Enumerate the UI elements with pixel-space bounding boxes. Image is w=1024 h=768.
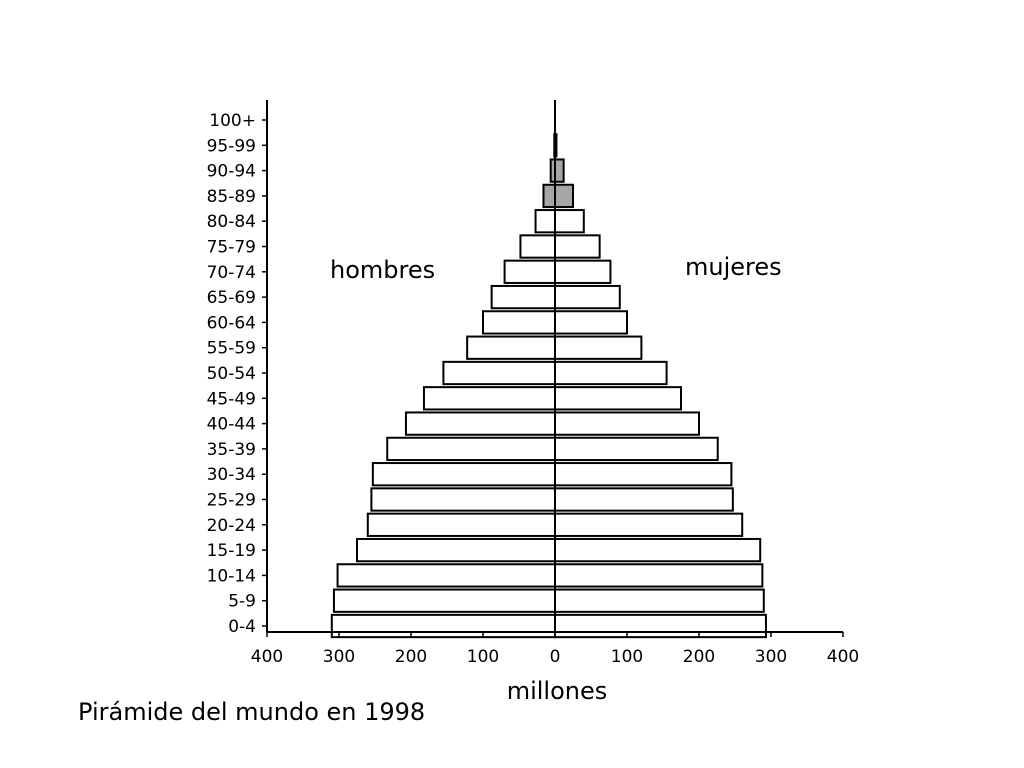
y-tick-label: 55-59 bbox=[207, 339, 256, 359]
bar-mujeres-30-34 bbox=[554, 462, 733, 487]
x-tick-label: 200 bbox=[395, 647, 427, 667]
bar-hombres-70-74 bbox=[503, 259, 557, 284]
y-tick-label: 60-64 bbox=[207, 313, 256, 333]
y-tick-label: 90-94 bbox=[207, 162, 256, 182]
bar-hombres-50-54 bbox=[442, 360, 556, 386]
y-tick-labels: 0-4 5-9 10-14 15-19 20-24 25-29 30-34 35-39 40-4… bbox=[207, 111, 256, 637]
y-tick-label: 95-99 bbox=[207, 136, 256, 156]
x-tick-label: 300 bbox=[755, 647, 787, 667]
y-tick-label: 10-14 bbox=[207, 566, 256, 586]
y-tick-label: 40-44 bbox=[207, 415, 256, 435]
bar-mujeres-10-14 bbox=[554, 563, 764, 588]
bar-hombres-15-19 bbox=[356, 537, 556, 563]
x-tick-label: 0 bbox=[550, 647, 561, 667]
bar-hombres-30-34 bbox=[371, 462, 556, 487]
y-tick-label: 25-29 bbox=[207, 491, 256, 511]
y-tick-label: 35-39 bbox=[207, 440, 256, 460]
y-tick-label: 100+ bbox=[209, 111, 256, 131]
bar-hombres-10-14 bbox=[336, 563, 556, 588]
bar-mujeres-70-74 bbox=[554, 259, 612, 284]
series-label-mujeres: mujeres bbox=[685, 253, 782, 281]
bar-hombres-25-29 bbox=[370, 487, 556, 512]
x-tick-label: 300 bbox=[323, 647, 355, 667]
y-tick-label: 5-9 bbox=[228, 592, 256, 612]
bar-hombres-40-44 bbox=[404, 411, 556, 436]
bar-mujeres-45-49 bbox=[554, 386, 682, 411]
y-tick-label: 75-79 bbox=[207, 238, 256, 258]
y-tick-label: 80-84 bbox=[207, 212, 256, 232]
bar-mujeres-90-94 bbox=[554, 158, 565, 183]
bar-hombres-85-89 bbox=[542, 183, 556, 209]
axes-group bbox=[262, 100, 844, 637]
bar-hombres-55-59 bbox=[466, 335, 556, 360]
x-tick-label: 100 bbox=[467, 647, 499, 667]
x-tick-label: 400 bbox=[827, 647, 859, 667]
series-label-hombres: hombres bbox=[330, 256, 435, 284]
bar-mujeres-65-69 bbox=[554, 284, 621, 310]
bar-mujeres-75-79 bbox=[554, 234, 601, 259]
bar-mujeres-55-59 bbox=[554, 335, 643, 360]
x-axis-title: millones bbox=[507, 677, 608, 700]
bar-mujeres-60-64 bbox=[554, 310, 628, 335]
y-tick-label: 20-24 bbox=[207, 516, 256, 536]
population-pyramid-chart: 0-4 5-9 10-14 15-19 20-24 25-29 30-34 35-39 40-4… bbox=[207, 100, 859, 700]
bar-hombres-80-84 bbox=[534, 209, 556, 234]
y-tick-label: 85-89 bbox=[207, 187, 256, 207]
x-tick-label: 100 bbox=[611, 647, 643, 667]
bar-mujeres-40-44 bbox=[554, 411, 700, 436]
x-tick-labels: 400 300 200 100 0 100 200 300 400 bbox=[251, 647, 859, 667]
bar-mujeres-50-54 bbox=[554, 360, 668, 386]
y-tick-label: 65-69 bbox=[207, 288, 256, 308]
bar-hombres-20-24 bbox=[366, 512, 556, 537]
bar-mujeres-20-24 bbox=[554, 512, 744, 537]
y-tick-label: 50-54 bbox=[207, 364, 256, 384]
bar-hombres-35-39 bbox=[386, 436, 556, 462]
x-tick-label: 200 bbox=[683, 647, 715, 667]
bar-hombres-0-4 bbox=[330, 613, 556, 639]
y-tick-label: 0-4 bbox=[228, 617, 256, 637]
x-tick-label: 400 bbox=[251, 647, 283, 667]
bar-mujeres-35-39 bbox=[554, 436, 719, 462]
bar-hombres-65-69 bbox=[490, 284, 557, 310]
bar-hombres-45-49 bbox=[422, 386, 556, 411]
bar-mujeres-85-89 bbox=[554, 183, 574, 209]
chart-caption: Pirámide del mundo en 1998 bbox=[78, 698, 426, 726]
bar-hombres-60-64 bbox=[482, 310, 556, 335]
y-tick-label: 30-34 bbox=[207, 465, 256, 485]
bar-mujeres-25-29 bbox=[554, 487, 734, 512]
bar-hombres-75-79 bbox=[519, 234, 557, 259]
y-tick-label: 70-74 bbox=[207, 263, 256, 283]
y-tick-label: 45-49 bbox=[207, 389, 256, 409]
y-tick-label: 15-19 bbox=[207, 541, 256, 561]
bar-mujeres-80-84 bbox=[554, 209, 585, 234]
bars-group bbox=[330, 133, 767, 639]
bar-hombres-5-9 bbox=[332, 588, 556, 613]
bar-mujeres-5-9 bbox=[554, 588, 765, 613]
bar-mujeres-15-19 bbox=[554, 537, 762, 563]
bar-mujeres-0-4 bbox=[554, 613, 767, 639]
